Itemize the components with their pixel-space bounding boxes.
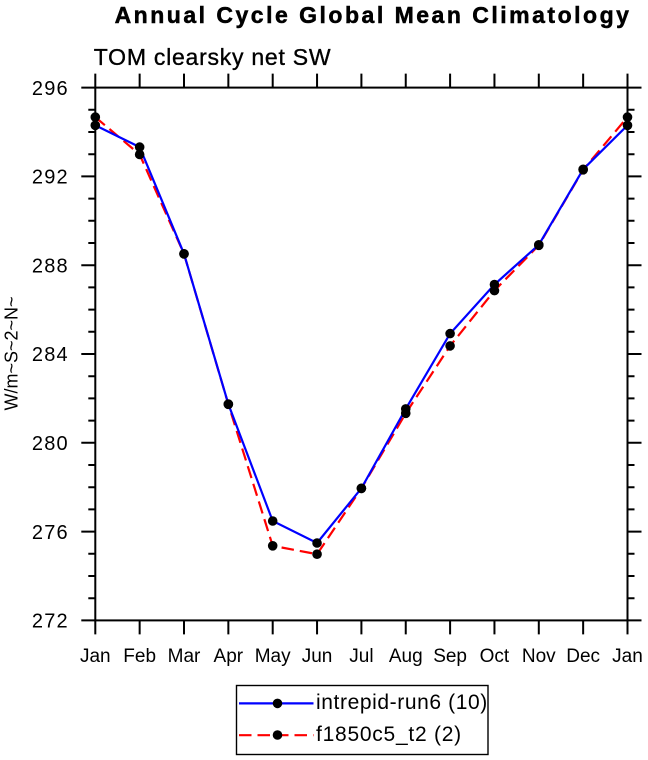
- svg-text:Jan: Jan: [612, 646, 643, 667]
- svg-text:Jan: Jan: [80, 646, 111, 667]
- svg-text:May: May: [255, 646, 291, 667]
- svg-text:272: 272: [32, 611, 69, 633]
- svg-text:f1850c5_t2 (2): f1850c5_t2 (2): [316, 723, 462, 746]
- svg-text:Sep: Sep: [433, 646, 467, 667]
- svg-text:W/m~S~2~N~: W/m~S~2~N~: [2, 296, 22, 410]
- svg-text:Annual Cycle Global Mean Clima: Annual Cycle Global Mean Climatology: [115, 2, 632, 28]
- svg-text:Apr: Apr: [214, 646, 244, 667]
- svg-text:280: 280: [32, 433, 69, 455]
- svg-text:284: 284: [32, 344, 69, 366]
- svg-text:Dec: Dec: [566, 646, 600, 667]
- svg-text:276: 276: [32, 522, 69, 544]
- svg-text:TOM clearsky net SW: TOM clearsky net SW: [94, 44, 331, 70]
- svg-text:292: 292: [32, 167, 69, 189]
- svg-text:intrepid-run6 (10): intrepid-run6 (10): [316, 691, 488, 714]
- svg-text:Oct: Oct: [480, 646, 510, 667]
- svg-text:Feb: Feb: [123, 646, 156, 667]
- svg-text:288: 288: [32, 255, 69, 277]
- svg-text:Mar: Mar: [168, 646, 201, 667]
- svg-text:Jul: Jul: [349, 646, 373, 667]
- svg-text:Aug: Aug: [389, 646, 423, 667]
- svg-text:Jun: Jun: [302, 646, 333, 667]
- svg-text:Nov: Nov: [522, 646, 556, 667]
- svg-text:296: 296: [32, 78, 69, 100]
